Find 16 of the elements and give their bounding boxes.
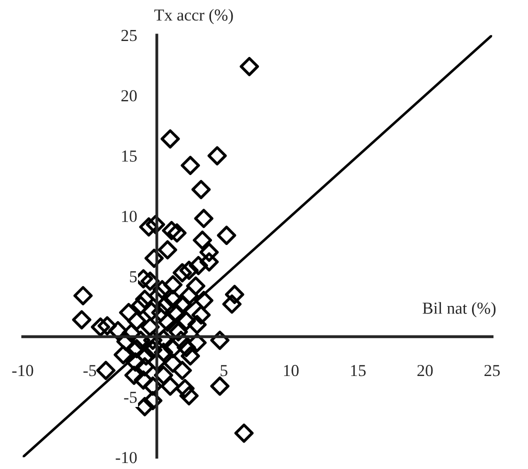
y-tick-label: -5 — [124, 392, 137, 403]
y-tick-label: 10 — [122, 210, 137, 222]
x-tick-label: 20 — [417, 364, 433, 376]
x-axis-title: Bil nat (%) — [422, 302, 496, 318]
y-tick-label: 25 — [121, 30, 137, 42]
y-tick-label: 5 — [130, 271, 137, 282]
x-tick-label: 10 — [284, 364, 299, 376]
x-tick-label: 15 — [351, 365, 366, 376]
x-tick-label: -5 — [83, 365, 96, 376]
y-axis-title: Tx accr (%) — [154, 8, 233, 24]
y-tick-label: -10 — [116, 452, 137, 464]
x-tick-label: -10 — [12, 364, 34, 376]
x-tick-label: 5 — [220, 365, 228, 376]
y-tick-label: 20 — [121, 90, 137, 102]
x-tick-label: 25 — [484, 364, 500, 376]
y-tick-label: 15 — [122, 150, 137, 162]
